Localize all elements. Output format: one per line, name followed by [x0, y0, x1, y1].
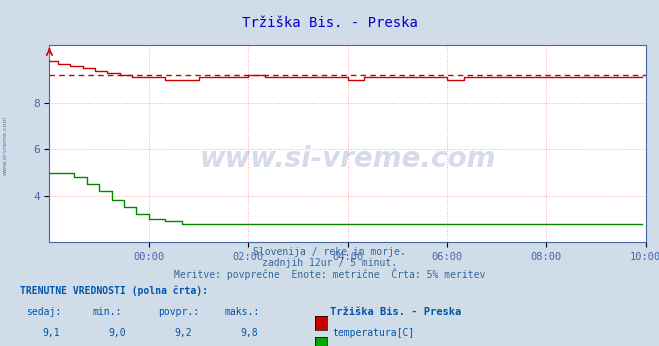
Text: www.si-vreme.com: www.si-vreme.com — [200, 145, 496, 173]
Text: 9,1: 9,1 — [43, 328, 61, 338]
Text: Slovenija / reke in morje.: Slovenija / reke in morje. — [253, 247, 406, 257]
Text: TRENUTNE VREDNOSTI (polna črta):: TRENUTNE VREDNOSTI (polna črta): — [20, 285, 208, 296]
Text: 9,2: 9,2 — [175, 328, 192, 338]
Text: 9,0: 9,0 — [109, 328, 127, 338]
Text: Meritve: povprečne  Enote: metrične  Črta: 5% meritev: Meritve: povprečne Enote: metrične Črta:… — [174, 268, 485, 280]
Text: maks.:: maks.: — [224, 307, 259, 317]
Text: Tržiška Bis. - Preska: Tržiška Bis. - Preska — [330, 307, 461, 317]
Text: Tržiška Bis. - Preska: Tržiška Bis. - Preska — [242, 16, 417, 29]
Text: www.si-vreme.com: www.si-vreme.com — [3, 116, 8, 175]
Text: min.:: min.: — [92, 307, 122, 317]
Text: povpr.:: povpr.: — [158, 307, 199, 317]
Text: temperatura[C]: temperatura[C] — [332, 328, 415, 338]
Text: sedaj:: sedaj: — [26, 307, 61, 317]
Text: zadnjih 12ur / 5 minut.: zadnjih 12ur / 5 minut. — [262, 258, 397, 268]
Text: 9,8: 9,8 — [241, 328, 258, 338]
